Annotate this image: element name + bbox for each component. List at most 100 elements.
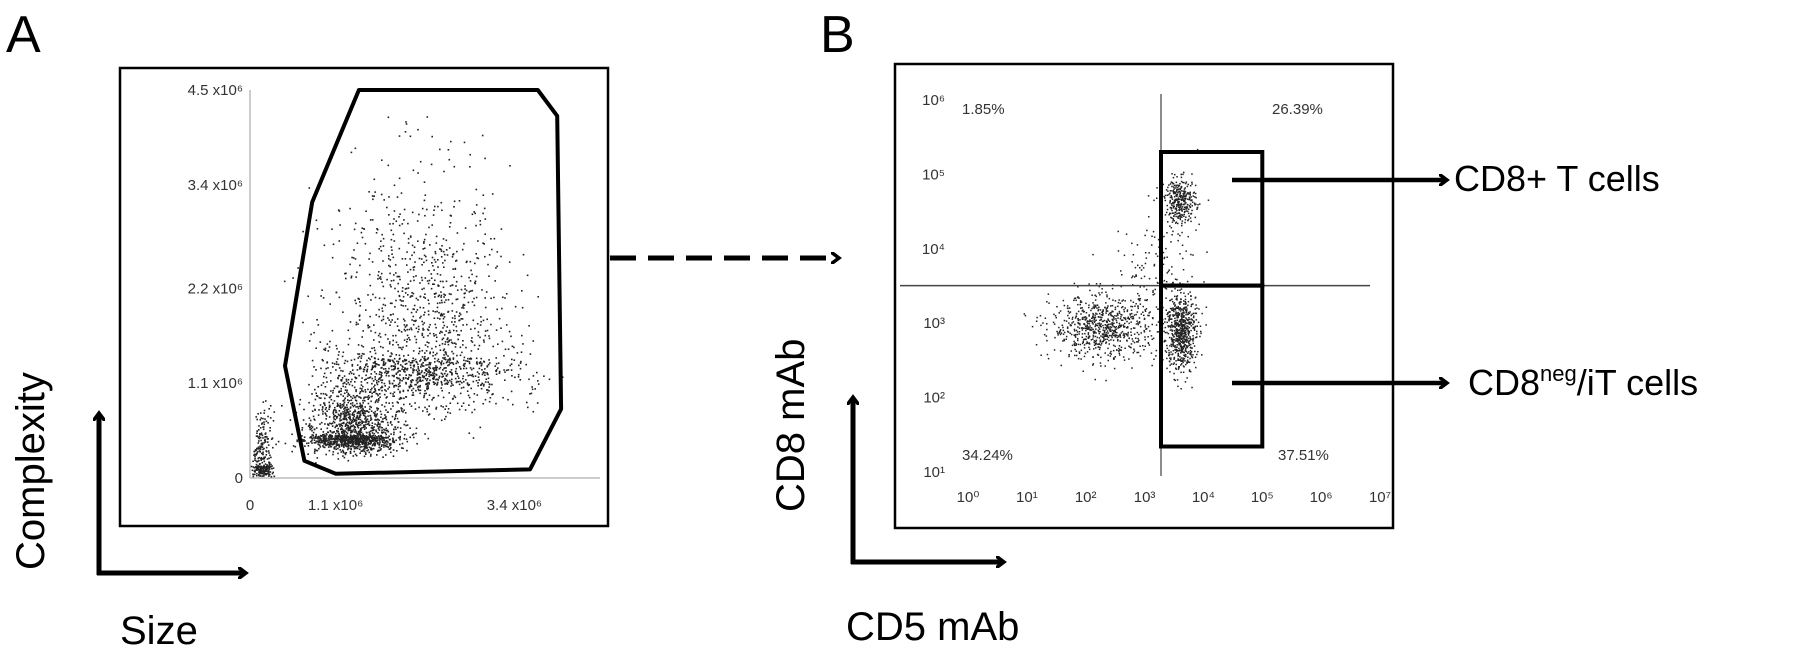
event-dot: [1170, 203, 1173, 205]
event-dot: [1167, 312, 1169, 315]
event-dot: [260, 432, 263, 434]
event-dot: [324, 412, 327, 414]
event-dot: [378, 398, 380, 400]
event-dot: [1176, 189, 1178, 191]
event-dot: [338, 435, 341, 437]
event-dot: [1095, 295, 1097, 298]
event-dot: [381, 159, 383, 161]
event-dot: [434, 354, 437, 356]
event-dot: [440, 362, 442, 364]
event-dot: [1179, 208, 1181, 211]
event-dot: [343, 392, 346, 395]
event-dot: [1201, 312, 1203, 315]
event-dot: [1102, 309, 1104, 311]
event-dot: [258, 469, 260, 471]
event-dot: [401, 287, 404, 289]
event-dot: [335, 409, 337, 412]
event-dot: [448, 293, 451, 295]
event-dot: [1176, 190, 1178, 193]
event-dot: [337, 376, 339, 379]
event-dot: [334, 437, 336, 439]
event-dot: [366, 370, 368, 373]
event-dot: [354, 419, 356, 421]
event-dot: [269, 454, 271, 457]
event-dot: [1189, 338, 1192, 341]
event-dot: [363, 450, 365, 453]
event-dot: [259, 436, 262, 439]
event-dot: [346, 426, 349, 429]
event-dot: [435, 292, 437, 295]
event-dot: [375, 363, 377, 365]
event-dot: [369, 358, 371, 361]
event-dot: [1167, 186, 1169, 189]
event-dot: [380, 193, 383, 196]
event-dot: [315, 395, 318, 397]
event-dot: [355, 377, 357, 380]
event-dot: [389, 392, 392, 395]
event-dot: [434, 361, 436, 363]
event-dot: [345, 378, 348, 381]
event-dot: [263, 473, 265, 476]
event-dot: [1181, 216, 1183, 218]
event-dot: [366, 359, 368, 362]
event-dot: [393, 210, 396, 212]
event-dot: [1170, 337, 1173, 339]
event-dot: [370, 355, 373, 358]
event-dot: [391, 440, 394, 442]
event-dot: [420, 258, 423, 260]
event-dot: [1144, 338, 1146, 341]
event-dot: [435, 336, 438, 339]
event-dot: [1075, 343, 1077, 345]
event-dot: [1187, 331, 1190, 333]
event-dot: [1053, 313, 1055, 316]
event-dot: [398, 370, 400, 372]
event-dot: [357, 297, 359, 300]
event-dot: [450, 381, 453, 383]
event-dot: [1200, 330, 1202, 333]
event-dot: [1109, 323, 1112, 325]
event-dot: [264, 470, 267, 472]
event-dot: [442, 349, 445, 352]
event-dot: [1174, 326, 1176, 328]
event-dot: [427, 282, 430, 285]
event-dot: [1103, 319, 1106, 322]
event-dot: [419, 160, 422, 163]
event-dot: [1178, 206, 1180, 208]
event-dot: [1183, 319, 1185, 321]
event-dot: [1181, 351, 1184, 353]
event-dot: [344, 430, 347, 432]
event-dot: [390, 246, 393, 248]
event-dot: [1123, 325, 1125, 328]
event-dot: [309, 426, 311, 429]
event-dot: [412, 368, 414, 370]
event-dot: [1171, 345, 1173, 348]
event-dot: [463, 363, 465, 365]
event-dot: [411, 254, 413, 257]
event-dot: [398, 358, 401, 360]
event-dot: [1186, 185, 1189, 188]
event-dot: [374, 384, 376, 387]
event-dot: [1179, 333, 1182, 336]
event-dot: [428, 405, 430, 407]
event-dot: [1067, 314, 1069, 317]
event-dot: [468, 361, 471, 363]
event-dot: [364, 452, 367, 454]
event-dot: [1130, 305, 1132, 308]
event-dot: [368, 451, 370, 454]
event-dot: [1094, 305, 1097, 308]
event-dot: [1088, 314, 1090, 316]
event-dot: [405, 381, 407, 384]
event-dot: [387, 430, 390, 433]
event-dot: [339, 418, 341, 420]
event-dot: [1087, 333, 1090, 336]
event-dot: [1175, 222, 1177, 224]
event-dot: [323, 348, 325, 351]
event-dot: [388, 442, 391, 445]
event-dot: [403, 208, 406, 211]
event-dot: [1174, 346, 1176, 348]
event-dot: [429, 363, 431, 365]
event-dot: [352, 445, 355, 448]
event-dot: [1180, 298, 1182, 300]
event-dot: [1104, 334, 1106, 337]
event-dot: [409, 403, 411, 405]
